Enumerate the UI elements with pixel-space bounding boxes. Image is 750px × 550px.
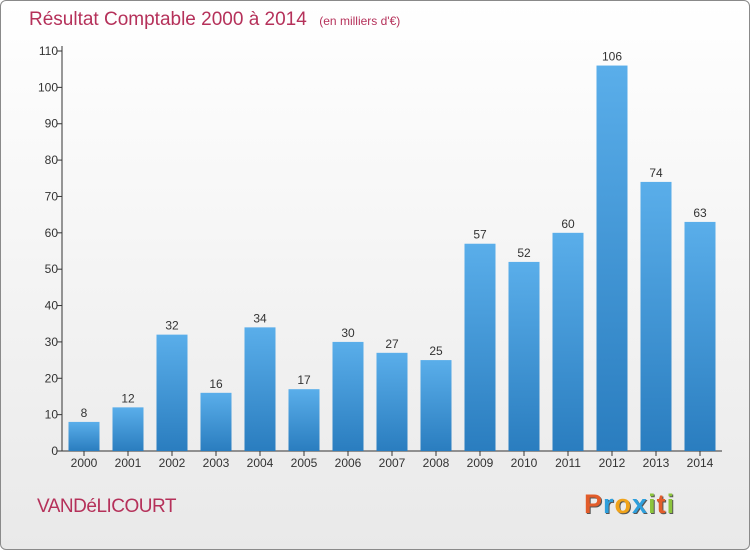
bar-2003	[200, 392, 232, 451]
value-label: 16	[209, 377, 223, 391]
brand-logo: Proxiti	[584, 489, 675, 520]
y-tick-label: 20	[45, 371, 59, 385]
x-tick-label: 2004	[247, 456, 274, 470]
x-tick-label: 2011	[555, 456, 581, 470]
brand-letter: i	[648, 489, 657, 519]
x-tick-label: 2006	[335, 456, 362, 470]
brand-letter: P	[584, 489, 604, 519]
value-label: 17	[297, 373, 311, 387]
value-label: 74	[649, 166, 663, 180]
x-tick-label: 2009	[467, 456, 494, 470]
x-tick-label: 2000	[71, 456, 98, 470]
y-tick-label: 0	[51, 444, 58, 458]
x-tick-label: 2008	[423, 456, 450, 470]
bar-2002	[156, 334, 188, 451]
value-label: 32	[165, 319, 179, 333]
x-tick-label: 2010	[511, 456, 538, 470]
bar-2011	[552, 232, 584, 451]
value-label: 8	[81, 406, 88, 420]
bar-2008	[420, 360, 452, 451]
chart-subtitle: (en milliers d'€)	[319, 14, 401, 28]
value-label: 34	[253, 311, 267, 325]
value-label: 12	[121, 391, 135, 405]
bar-2004	[244, 327, 276, 451]
brand-letter: i	[666, 489, 676, 519]
bar-2005	[288, 389, 320, 451]
bar-2014	[684, 221, 716, 451]
x-tick-label: 2014	[687, 456, 714, 470]
value-label: 52	[517, 246, 531, 260]
value-label: 106	[602, 50, 622, 64]
brand-letter: r	[603, 489, 615, 519]
brand-letter: x	[632, 489, 649, 519]
bar-2007	[376, 352, 408, 451]
x-tick-label: 2013	[643, 456, 670, 470]
x-tick-label: 2007	[379, 456, 406, 470]
y-tick-label: 90	[45, 117, 59, 131]
y-tick-label: 110	[39, 44, 58, 58]
value-label: 63	[693, 206, 707, 220]
y-tick-label: 10	[45, 408, 59, 422]
x-tick-label: 2002	[159, 456, 186, 470]
bar-2006	[332, 341, 364, 451]
bar-2012	[596, 65, 628, 451]
value-label: 27	[385, 337, 399, 351]
chart-title: Résultat Comptable 2000 à 2014	[29, 9, 307, 30]
bar-2001	[112, 407, 144, 451]
y-tick-label: 50	[45, 262, 59, 276]
value-label: 30	[341, 326, 355, 340]
brand-letter: o	[614, 489, 633, 519]
y-tick-label: 70	[45, 189, 59, 203]
x-tick-label: 2001	[115, 456, 142, 470]
bar-2013	[640, 181, 672, 451]
x-tick-label: 2005	[291, 456, 318, 470]
y-tick-label: 60	[45, 226, 59, 240]
bar-2009	[464, 243, 496, 451]
bar-2010	[508, 261, 540, 451]
value-label: 60	[561, 217, 575, 231]
y-tick-label: 30	[45, 335, 59, 349]
y-tick-label: 80	[45, 153, 59, 167]
value-label: 57	[473, 228, 487, 242]
title-row: Résultat Comptable 2000 à 2014 (en milli…	[29, 9, 400, 31]
x-tick-label: 2003	[203, 456, 230, 470]
value-label: 25	[429, 344, 443, 358]
x-tick-label: 2012	[599, 456, 626, 470]
bar-2000	[68, 421, 100, 451]
commune-name: VANDéLICOURT	[37, 496, 177, 517]
y-tick-label: 40	[45, 299, 59, 313]
brand-letter: t	[656, 489, 667, 519]
y-tick-label: 100	[38, 80, 58, 94]
